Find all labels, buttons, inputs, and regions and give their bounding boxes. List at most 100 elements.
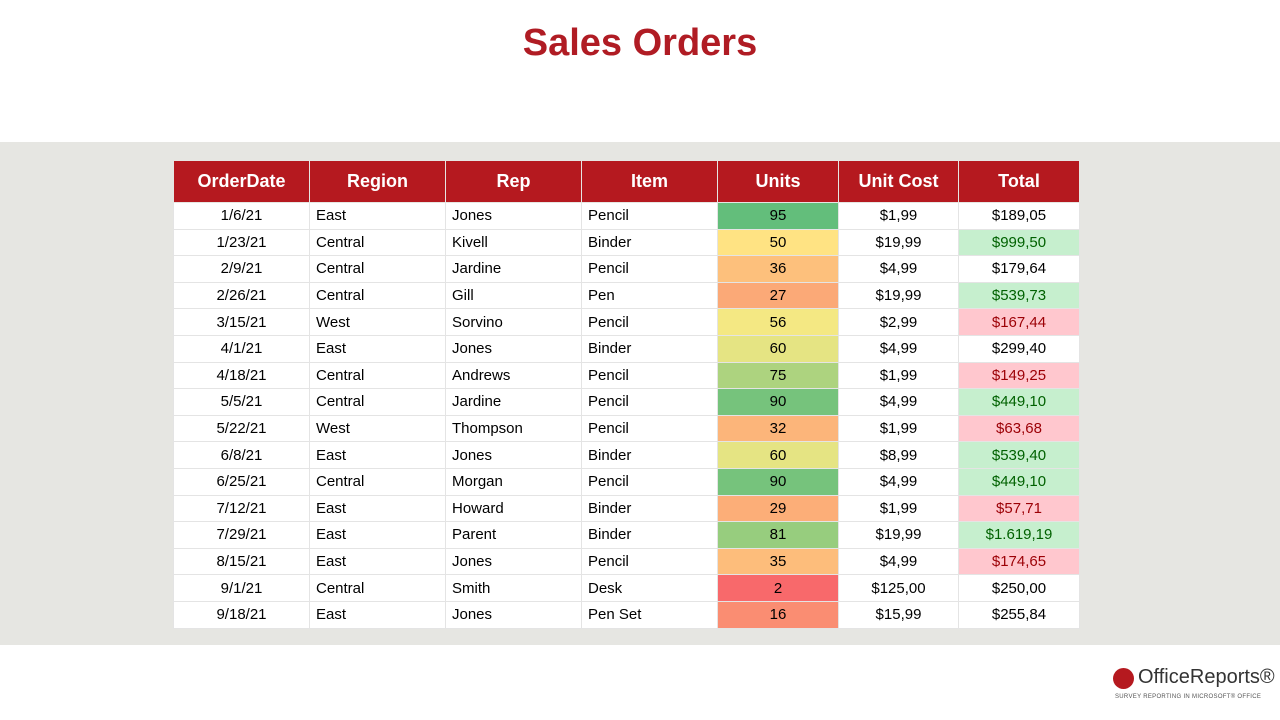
- region-cell: East: [309, 202, 446, 230]
- table-row: 2/26/21 Central Gill Pen 27 $19,99 $539,73: [173, 281, 1080, 310]
- units-cell: 50: [717, 228, 839, 257]
- rep-cell: Jones: [445, 600, 582, 629]
- rep-cell: Jones: [445, 547, 582, 576]
- order-date-cell: 6/25/21: [173, 467, 310, 496]
- table-row: 3/15/21 West Sorvino Pencil 56 $2,99 $167,44: [173, 308, 1080, 336]
- units-cell: 90: [717, 388, 839, 416]
- total-cell: $63,68: [958, 414, 1080, 443]
- units-cell: 60: [717, 441, 839, 469]
- region-cell: Central: [309, 388, 446, 416]
- region-cell: Central: [309, 281, 446, 310]
- header-row: OrderDate Region Rep Item Units Unit Cost Tota…: [173, 160, 1080, 203]
- item-cell: Pencil: [581, 388, 718, 416]
- units-cell: 56: [717, 308, 839, 336]
- item-cell: Binder: [581, 494, 718, 523]
- table-row: 1/6/21 East Jones Pencil 95 $1,99 $189,05: [173, 202, 1080, 230]
- rep-cell: Morgan: [445, 467, 582, 496]
- unit-cost-cell: $4,99: [838, 255, 959, 283]
- total-cell: $255,84: [958, 600, 1080, 629]
- column-header: Unit Cost: [838, 160, 959, 203]
- total-cell: $449,10: [958, 467, 1080, 496]
- region-cell: Central: [309, 361, 446, 390]
- total-cell: $999,50: [958, 228, 1080, 257]
- order-date-cell: 8/15/21: [173, 547, 310, 576]
- table-row: 9/18/21 East Jones Pen Set 16 $15,99 $255,84: [173, 600, 1080, 629]
- rep-cell: Smith: [445, 574, 582, 602]
- total-cell: $174,65: [958, 547, 1080, 576]
- item-cell: Pen: [581, 281, 718, 310]
- table-row: 6/25/21 Central Morgan Pencil 90 $4,99 $449,10: [173, 467, 1080, 496]
- item-cell: Pencil: [581, 308, 718, 336]
- total-cell: $539,40: [958, 441, 1080, 469]
- sales-table: OrderDate Region Rep Item Units Unit Cost Tota…: [173, 160, 1080, 629]
- order-date-cell: 5/5/21: [173, 388, 310, 416]
- column-header: Rep: [445, 160, 582, 203]
- table-body: 1/6/21 East Jones Pencil 95 $1,99 $189,05 1/23/…: [173, 202, 1080, 629]
- rep-cell: Jones: [445, 441, 582, 469]
- order-date-cell: 1/6/21: [173, 202, 310, 230]
- total-cell: $449,10: [958, 388, 1080, 416]
- item-cell: Pencil: [581, 414, 718, 443]
- unit-cost-cell: $4,99: [838, 467, 959, 496]
- unit-cost-cell: $8,99: [838, 441, 959, 469]
- unit-cost-cell: $4,99: [838, 334, 959, 363]
- unit-cost-cell: $19,99: [838, 281, 959, 310]
- order-date-cell: 2/9/21: [173, 255, 310, 283]
- unit-cost-cell: $1,99: [838, 414, 959, 443]
- column-header: Region: [309, 160, 446, 203]
- item-cell: Binder: [581, 228, 718, 257]
- region-cell: Central: [309, 574, 446, 602]
- unit-cost-cell: $1,99: [838, 202, 959, 230]
- region-cell: East: [309, 521, 446, 549]
- total-cell: $250,00: [958, 574, 1080, 602]
- rep-cell: Parent: [445, 521, 582, 549]
- table-row: 9/1/21 Central Smith Desk 2 $125,00 $250,00: [173, 574, 1080, 602]
- units-cell: 35: [717, 547, 839, 576]
- rep-cell: Jones: [445, 202, 582, 230]
- item-cell: Binder: [581, 521, 718, 549]
- region-cell: Central: [309, 228, 446, 257]
- units-cell: 75: [717, 361, 839, 390]
- item-cell: Binder: [581, 334, 718, 363]
- total-cell: $167,44: [958, 308, 1080, 336]
- unit-cost-cell: $1,99: [838, 361, 959, 390]
- logo-name: OfficeReports®: [1138, 666, 1275, 688]
- item-cell: Pencil: [581, 467, 718, 496]
- item-cell: Pencil: [581, 202, 718, 230]
- rep-cell: Andrews: [445, 361, 582, 390]
- unit-cost-cell: $19,99: [838, 228, 959, 257]
- unit-cost-cell: $125,00: [838, 574, 959, 602]
- region-cell: East: [309, 334, 446, 363]
- units-cell: 2: [717, 574, 839, 602]
- title: Sales Orders: [522, 22, 758, 64]
- rep-cell: Gill: [445, 281, 582, 310]
- item-cell: Pen Set: [581, 600, 718, 629]
- column-header: Total: [958, 160, 1080, 203]
- item-cell: Pencil: [581, 255, 718, 283]
- rep-cell: Jones: [445, 334, 582, 363]
- unit-cost-cell: $1,99: [838, 494, 959, 523]
- total-cell: $179,64: [958, 255, 1080, 283]
- region-cell: West: [309, 308, 446, 336]
- order-date-cell: 4/18/21: [173, 361, 310, 390]
- unit-cost-cell: $4,99: [838, 388, 959, 416]
- item-cell: Pencil: [581, 547, 718, 576]
- table-row: 5/22/21 West Thompson Pencil 32 $1,99 $63,68: [173, 414, 1080, 443]
- region-cell: Central: [309, 467, 446, 496]
- units-cell: 95: [717, 202, 839, 230]
- units-cell: 16: [717, 600, 839, 629]
- unit-cost-cell: $4,99: [838, 547, 959, 576]
- unit-cost-cell: $19,99: [838, 521, 959, 549]
- units-cell: 81: [717, 521, 839, 549]
- rep-cell: Howard: [445, 494, 582, 523]
- rep-cell: Jardine: [445, 255, 582, 283]
- units-cell: 60: [717, 334, 839, 363]
- total-cell: $189,05: [958, 202, 1080, 230]
- region-cell: East: [309, 600, 446, 629]
- rep-cell: Kivell: [445, 228, 582, 257]
- total-cell: $149,25: [958, 361, 1080, 390]
- column-header: Units: [717, 160, 839, 203]
- item-cell: Desk: [581, 574, 718, 602]
- item-cell: Binder: [581, 441, 718, 469]
- total-cell: $57,71: [958, 494, 1080, 523]
